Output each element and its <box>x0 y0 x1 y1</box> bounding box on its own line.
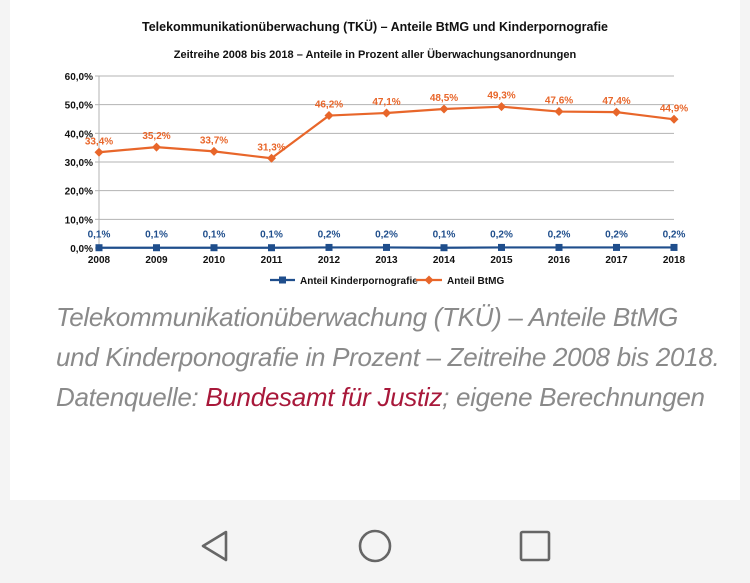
data-point <box>670 243 678 251</box>
data-point <box>612 107 621 117</box>
data-label: 0,2% <box>375 229 398 240</box>
data-point <box>555 243 563 251</box>
y-tick-label: 10,0% <box>65 215 93 226</box>
data-label: 0,1% <box>88 230 111 241</box>
data-label: 47,1% <box>372 97 400 108</box>
data-point <box>95 244 103 252</box>
home-button[interactable] <box>355 526 395 566</box>
y-tick-label: 30,0% <box>65 158 93 169</box>
x-tick-label: 2008 <box>88 255 111 266</box>
y-tick-label: 50,0% <box>65 101 93 112</box>
y-tick-label: 60,0% <box>65 72 93 83</box>
triangle-back-icon <box>201 530 228 562</box>
x-tick-label: 2014 <box>433 255 456 266</box>
data-label: 0,1% <box>260 230 283 241</box>
x-tick-label: 2016 <box>548 255 571 266</box>
data-point <box>382 108 391 118</box>
legend-marker <box>424 275 434 285</box>
data-label: 47,4% <box>602 96 630 107</box>
caption-text-before: Telekommunikationüberwachung (TKÜ) – Ant… <box>56 302 720 412</box>
data-label: 48,5% <box>430 93 458 104</box>
data-labels: 33,4% 35,2% 33,7% 31,3% 46,2% 47,1% 48,5% 49,3%… <box>85 91 688 241</box>
x-tick-label: 2012 <box>318 255 341 266</box>
square-recents-icon <box>519 530 551 562</box>
data-point <box>210 244 218 252</box>
y-tick-label: 40,0% <box>65 129 93 140</box>
data-label: 0,2% <box>605 229 628 240</box>
data-label: 0,1% <box>145 230 168 241</box>
caption-text-after: ; eigene Berechnungen <box>442 382 705 412</box>
y-tick-label: 0,0% <box>70 244 93 255</box>
x-tick-label: 2010 <box>203 255 226 266</box>
data-label: 44,9% <box>660 103 688 114</box>
data-point <box>268 244 275 252</box>
data-point <box>498 243 505 251</box>
data-label: 0,2% <box>663 229 686 240</box>
data-label: 35,2% <box>142 131 170 142</box>
x-tick-label: 2018 <box>663 255 686 266</box>
data-point <box>267 153 276 163</box>
data-point <box>209 146 219 156</box>
data-point <box>383 243 390 251</box>
data-point <box>152 142 161 152</box>
figure-caption: Telekommunikationüberwachung (TKÜ) – Ant… <box>56 297 726 417</box>
data-label: 31,3% <box>257 142 285 153</box>
x-tick-label: 2017 <box>605 255 628 266</box>
data-point <box>613 243 620 251</box>
back-button[interactable] <box>195 526 235 566</box>
data-label: 33,4% <box>85 136 113 147</box>
legend-marker <box>279 276 286 284</box>
data-point <box>554 107 564 117</box>
data-label: 0,1% <box>203 230 226 241</box>
x-tick-label: 2015 <box>490 255 513 266</box>
legend-label: Anteil Kinderpornografie <box>300 276 418 287</box>
chart-subtitle: Zeitreihe 2008 bis 2018 – Anteile in Pro… <box>174 48 577 61</box>
data-label: 0,2% <box>490 229 513 240</box>
data-label: 0,2% <box>318 229 341 240</box>
data-label: 33,7% <box>200 135 228 146</box>
data-point <box>669 114 679 124</box>
data-label: 46,2% <box>315 100 343 111</box>
data-point <box>153 244 160 252</box>
recents-button[interactable] <box>515 526 555 566</box>
x-tick-label: 2009 <box>145 255 168 266</box>
data-point <box>440 244 448 252</box>
android-nav-bar <box>0 500 750 583</box>
data-point <box>94 147 104 157</box>
chart-title: Telekommunikationüberwachung (TKÜ) – Ant… <box>142 19 608 34</box>
source-link[interactable]: Bundesamt für Justiz <box>205 382 443 412</box>
y-tick-label: 20,0% <box>65 187 93 198</box>
legend: Anteil Kinderpornografie Anteil BtMG <box>270 275 504 287</box>
tku-line-chart: Telekommunikationüberwachung (TKÜ) – Ant… <box>65 19 689 287</box>
legend-label: Anteil BtMG <box>447 276 504 287</box>
x-tick-label: 2011 <box>261 255 283 266</box>
data-label: 49,3% <box>487 91 515 102</box>
data-point <box>325 243 333 251</box>
article-content: Telekommunikationüberwachung (TKÜ) – Ant… <box>10 0 740 500</box>
data-label: 0,2% <box>548 229 571 240</box>
data-point <box>439 104 449 114</box>
series-layer <box>94 102 679 252</box>
data-point <box>497 102 506 112</box>
data-label: 47,6% <box>545 96 573 107</box>
data-label: 0,1% <box>433 230 456 241</box>
circle-home-icon <box>358 529 392 563</box>
grid-lines <box>99 75 674 220</box>
data-point <box>324 111 334 121</box>
x-tick-label: 2013 <box>375 255 398 266</box>
